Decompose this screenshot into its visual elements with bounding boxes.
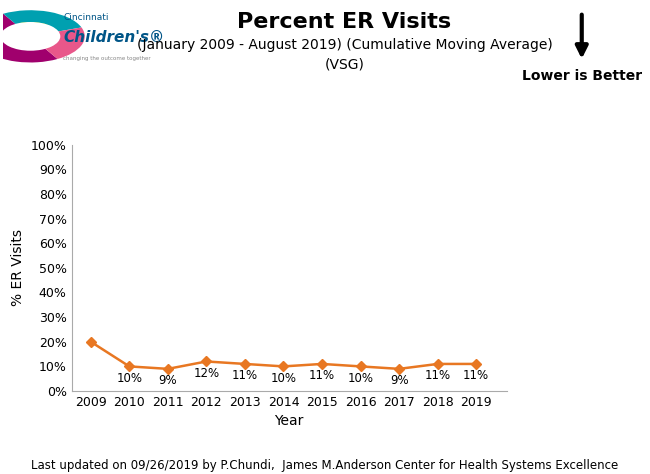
Text: 9%: 9%: [159, 374, 177, 387]
Wedge shape: [1, 22, 60, 51]
Text: 11%: 11%: [463, 369, 489, 383]
Text: Lower is Better: Lower is Better: [522, 69, 642, 83]
Text: Percent ER Visits: Percent ER Visits: [237, 12, 452, 32]
Text: 10%: 10%: [270, 372, 296, 385]
Wedge shape: [31, 27, 84, 59]
Wedge shape: [3, 10, 81, 36]
Text: Children's®: Children's®: [63, 30, 164, 45]
Text: 12%: 12%: [193, 367, 220, 380]
Text: (January 2009 - August 2019) (Cumulative Moving Average): (January 2009 - August 2019) (Cumulative…: [136, 38, 552, 52]
Y-axis label: % ER Visits: % ER Visits: [11, 229, 25, 306]
Text: 10%: 10%: [116, 372, 142, 385]
Text: 11%: 11%: [309, 369, 335, 383]
Wedge shape: [20, 22, 47, 36]
Text: Cincinnati: Cincinnati: [63, 13, 109, 22]
X-axis label: Year: Year: [274, 414, 304, 428]
Text: 9%: 9%: [390, 374, 408, 387]
Wedge shape: [0, 14, 58, 63]
Text: 10%: 10%: [348, 372, 374, 385]
Text: 11%: 11%: [424, 369, 450, 383]
Text: 11%: 11%: [232, 369, 258, 383]
Text: (VSG): (VSG): [324, 58, 365, 72]
Text: changing the outcome together: changing the outcome together: [63, 56, 151, 61]
Text: Last updated on 09/26/2019 by P.Chundi,  James M.Anderson Center for Health Syst: Last updated on 09/26/2019 by P.Chundi, …: [31, 459, 619, 472]
